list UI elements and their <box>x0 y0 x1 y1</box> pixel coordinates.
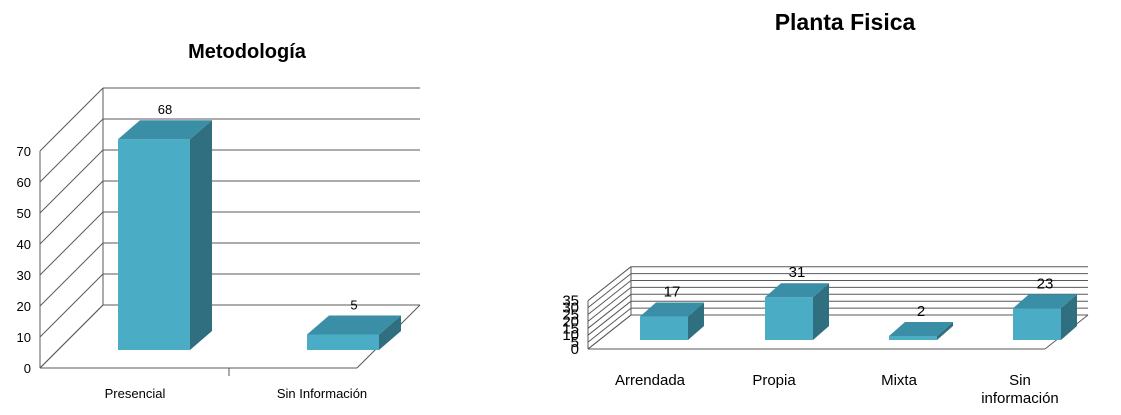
x-tick-label: Sin Información <box>277 386 367 401</box>
bar-top <box>640 302 704 317</box>
bar-mixta[interactable] <box>889 336 937 340</box>
gridline-side <box>587 293 632 329</box>
gridline-side <box>39 118 104 183</box>
gridline-side <box>587 314 632 350</box>
y-tick-label: 30 <box>562 300 579 317</box>
x-tick-label: Sin información <box>981 372 1059 407</box>
y-tick-label: 0 <box>24 361 31 376</box>
y-tick-label: 5 <box>571 334 579 351</box>
x-tick-label: Presencial <box>105 386 166 401</box>
y-tick-label: 50 <box>17 206 31 221</box>
bar-sin-información[interactable] <box>307 334 379 351</box>
y-tick-label: 20 <box>17 299 31 314</box>
gridline-side <box>39 242 104 307</box>
gridline-side <box>39 273 104 338</box>
bar-arrendada[interactable] <box>640 316 688 340</box>
gridline-side <box>39 87 104 152</box>
gridline-side <box>39 149 104 214</box>
chart-metodologia: Metodología 0 10 20 30 40 50 60 70 68 Presencial 5… <box>17 41 421 401</box>
chart-title: Metodología <box>188 41 307 63</box>
gridline-side <box>587 307 632 343</box>
chart-title: Planta Fisica <box>775 9 916 35</box>
y-tick-label: 15 <box>562 320 579 337</box>
x-tick-label: Mixta <box>881 372 917 389</box>
data-label: 2 <box>917 303 925 320</box>
y-tick-label: 0 <box>571 341 579 358</box>
y-tick-label: 35 <box>562 293 579 310</box>
data-label: 17 <box>664 284 681 301</box>
bar-side <box>190 120 212 350</box>
bar-top <box>118 120 212 140</box>
y-tick-label: 60 <box>17 175 31 190</box>
gridline-side <box>587 266 632 302</box>
y-tick-label: 10 <box>562 327 579 344</box>
y-tick-label: 40 <box>17 237 31 252</box>
bar-top <box>1013 294 1077 309</box>
bar-propia[interactable] <box>765 297 813 340</box>
data-label: 5 <box>350 298 357 313</box>
bar-side <box>937 322 953 340</box>
x-tick-label: Arrendada <box>615 372 686 389</box>
y-tick-label: 10 <box>17 330 31 345</box>
data-label: 31 <box>789 264 806 281</box>
bar-side <box>1061 294 1077 340</box>
bar-top <box>889 322 953 336</box>
x-tick-label-line: Sin <box>1009 372 1031 389</box>
bar-top <box>307 315 401 335</box>
y-tick-label: 30 <box>17 268 31 283</box>
x-tick-label-line: información <box>981 390 1059 407</box>
gridline-side <box>587 280 632 315</box>
data-label: 23 <box>1037 275 1054 292</box>
y-tick-label: 70 <box>17 144 31 159</box>
gridline-side <box>39 180 104 245</box>
bar-presencial[interactable] <box>118 139 190 350</box>
bar-top <box>765 283 829 298</box>
bar-sin-información[interactable] <box>1013 308 1061 340</box>
bar-side <box>379 315 401 350</box>
y-tick-label: 25 <box>562 307 579 324</box>
gridline-side <box>587 287 632 322</box>
gridline-side <box>39 211 104 276</box>
bar-side <box>688 302 704 340</box>
y-tick-label: 20 <box>562 313 579 330</box>
gridline-side <box>587 273 632 308</box>
gridline-side <box>587 300 632 336</box>
data-label: 68 <box>158 102 172 117</box>
gridline-side <box>39 304 104 369</box>
bar-side <box>813 283 829 340</box>
x-tick-label: Propia <box>752 372 796 389</box>
